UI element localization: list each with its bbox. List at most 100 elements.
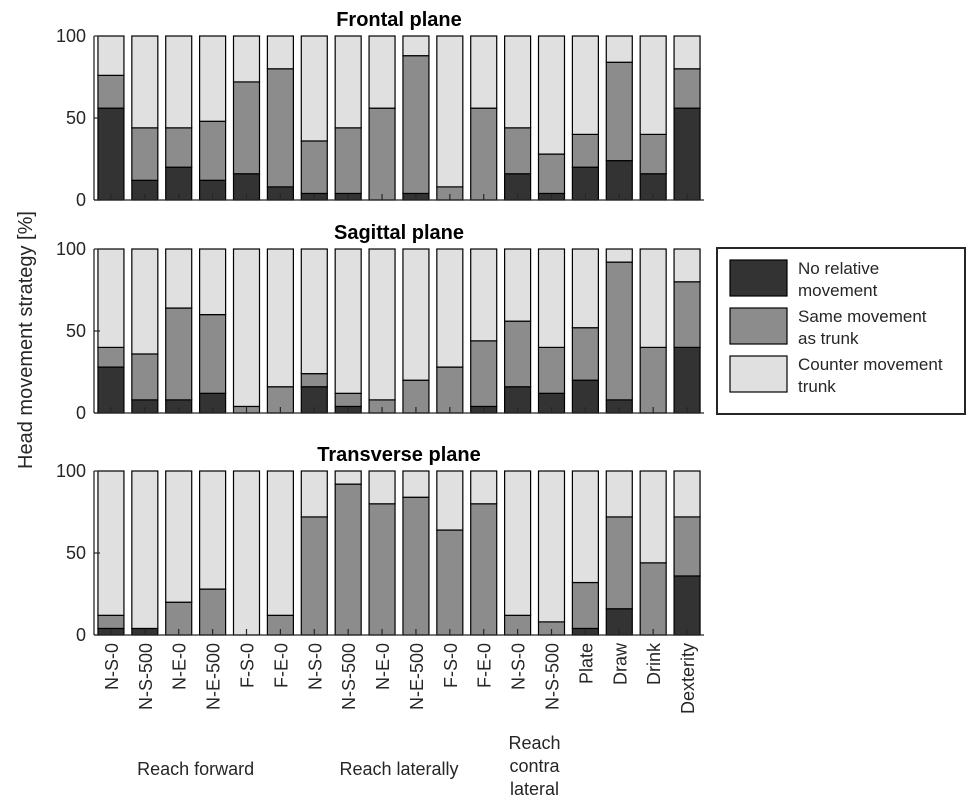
bar-segment-counter-movement bbox=[300, 35, 328, 142]
legend-entry-line: No relative bbox=[798, 259, 879, 278]
bar-segment-counter-movement bbox=[131, 248, 159, 355]
bar-segment-counter-movement bbox=[605, 35, 633, 63]
panel-title: Transverse plane bbox=[317, 444, 480, 466]
bar-segment-counter-movement bbox=[639, 35, 667, 136]
bar-segment-counter-movement bbox=[266, 248, 294, 388]
bar-segment-counter-movement bbox=[402, 248, 430, 381]
bar-segment-counter-movement bbox=[165, 248, 193, 309]
legend-entry-line: Counter movement bbox=[798, 355, 943, 374]
bar-segment-same-movement bbox=[673, 68, 701, 109]
bar-segment-same-movement bbox=[537, 153, 566, 195]
bar-segment-counter-movement bbox=[639, 248, 667, 349]
bar-segment-counter-movement bbox=[673, 470, 701, 518]
bar-segment-same-movement bbox=[571, 327, 599, 381]
bar-segment-counter-movement bbox=[571, 470, 599, 584]
legend-entry-line: trunk bbox=[798, 377, 836, 396]
bar-segment-counter-movement bbox=[470, 248, 498, 342]
bar-segment-no-relative bbox=[673, 107, 701, 201]
x-tick-label: N-S-0 bbox=[102, 643, 122, 690]
bar-segment-same-movement bbox=[199, 314, 227, 394]
x-tick-label: N-E-500 bbox=[204, 643, 224, 710]
legend-entry-line: Same movement bbox=[798, 307, 927, 326]
bar-segment-counter-movement bbox=[97, 35, 125, 76]
bar-segment-same-movement bbox=[199, 588, 227, 636]
x-tick-label: N-S-500 bbox=[543, 643, 563, 710]
bar-segment-counter-movement bbox=[402, 35, 430, 57]
bar-segment-same-movement bbox=[504, 320, 532, 388]
bar-segment-counter-movement bbox=[199, 470, 227, 590]
bar-segment-same-movement bbox=[605, 61, 633, 162]
bar-segment-counter-movement bbox=[334, 248, 362, 394]
bar-segment-same-movement bbox=[470, 107, 498, 201]
bar-segment-same-movement bbox=[334, 392, 362, 408]
bar-segment-counter-movement bbox=[131, 35, 159, 129]
legend-entry-label: Same movement as trunk bbox=[798, 307, 927, 348]
bar-segment-counter-movement bbox=[402, 470, 430, 498]
bar-segment-same-movement bbox=[639, 346, 667, 414]
bar-segment-counter-movement bbox=[266, 470, 294, 616]
bar-segment-counter-movement bbox=[199, 248, 227, 316]
bar-segment-no-relative bbox=[673, 346, 701, 414]
bar-segment-counter-movement bbox=[436, 470, 464, 531]
legend-swatch bbox=[729, 259, 788, 297]
bar-segment-same-movement bbox=[300, 140, 328, 195]
bar-segment-same-movement bbox=[402, 496, 430, 636]
y-tick-label: 50 bbox=[66, 543, 86, 563]
bar-segment-same-movement bbox=[571, 133, 599, 168]
panel-title: Frontal plane bbox=[336, 9, 462, 31]
x-tick-label: N-E-0 bbox=[170, 643, 190, 690]
bar-segment-counter-movement bbox=[232, 35, 261, 83]
y-tick-label: 0 bbox=[76, 190, 86, 210]
bar-segment-counter-movement bbox=[368, 248, 396, 401]
panel-title: Sagittal plane bbox=[334, 222, 464, 244]
bar-segment-same-movement bbox=[673, 281, 701, 348]
panel-transverse-plane: Transverse plane 0 50 100 bbox=[56, 444, 704, 645]
bar-segment-counter-movement bbox=[266, 35, 294, 70]
bar-segment-counter-movement bbox=[165, 470, 193, 603]
bar-segment-counter-movement bbox=[334, 470, 362, 485]
bar-segment-counter-movement bbox=[504, 35, 532, 129]
y-tick-label: 100 bbox=[56, 239, 86, 259]
bar-segment-same-movement bbox=[368, 107, 396, 201]
x-tick-label: N-S-500 bbox=[339, 643, 359, 710]
group-label: Reach contra lateral bbox=[509, 733, 561, 799]
bar-segment-counter-movement bbox=[470, 470, 498, 505]
legend-entry-line: movement bbox=[798, 281, 878, 300]
bar-segment-counter-movement bbox=[470, 35, 498, 109]
y-tick-label: 100 bbox=[56, 26, 86, 46]
bar-segment-no-relative bbox=[97, 107, 125, 201]
bar-segment-counter-movement bbox=[368, 35, 396, 109]
legend-swatch bbox=[729, 355, 788, 393]
y-tick-label: 0 bbox=[76, 625, 86, 645]
bar-segment-same-movement bbox=[673, 516, 701, 577]
bar-segment-counter-movement bbox=[436, 248, 464, 368]
x-tick-label: Dexterity bbox=[678, 643, 698, 714]
x-tick-label: N-S-500 bbox=[136, 643, 156, 710]
bar-segment-same-movement bbox=[97, 74, 125, 109]
bar-segment-counter-movement bbox=[673, 35, 701, 70]
x-tick-label: Draw bbox=[610, 642, 630, 685]
bar-segment-counter-movement bbox=[97, 248, 125, 349]
bar-segment-same-movement bbox=[131, 353, 159, 401]
bar-segment-same-movement bbox=[504, 127, 532, 175]
bar-segment-same-movement bbox=[232, 81, 261, 175]
y-tick-label: 100 bbox=[56, 461, 86, 481]
panel-sagittal-plane: Sagittal plane 0 50 100 bbox=[56, 222, 704, 423]
bar-segment-counter-movement bbox=[165, 35, 193, 129]
group-label-line: lateral bbox=[510, 779, 559, 799]
bar-segment-no-relative bbox=[673, 575, 701, 636]
y-tick-label: 0 bbox=[76, 403, 86, 423]
bar-segment-same-movement bbox=[368, 503, 396, 636]
bar-segment-same-movement bbox=[436, 529, 464, 636]
x-tick-label: N-E-0 bbox=[373, 643, 393, 690]
x-tick-label: Drink bbox=[644, 642, 664, 685]
bar-segment-same-movement bbox=[605, 516, 633, 610]
y-tick-label: 50 bbox=[66, 108, 86, 128]
bar-segment-counter-movement bbox=[300, 248, 328, 375]
bar-segment-counter-movement bbox=[537, 248, 566, 349]
bar-segment-same-movement bbox=[165, 127, 193, 168]
bar-segment-counter-movement bbox=[537, 470, 566, 623]
bar-segment-counter-movement bbox=[368, 470, 396, 505]
bar-segment-counter-movement bbox=[673, 248, 701, 283]
